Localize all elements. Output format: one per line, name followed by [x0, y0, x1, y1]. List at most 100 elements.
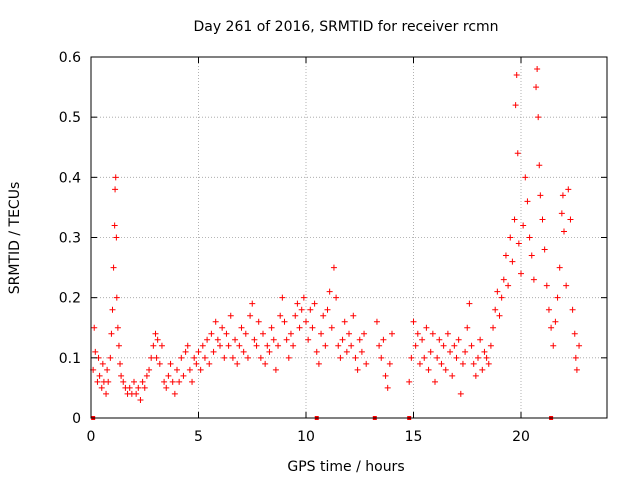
x-tick-label: 5: [194, 429, 203, 445]
data-point: [206, 360, 213, 367]
data-point: [277, 312, 284, 319]
data-point: [236, 342, 243, 349]
y-tick-label: 0: [72, 411, 81, 427]
data-point: [472, 372, 479, 379]
data-point: [537, 192, 544, 199]
data-point: [307, 306, 314, 313]
data-point: [285, 354, 292, 361]
data-point: [479, 366, 486, 373]
data-point: [502, 252, 509, 259]
data-point: [509, 258, 516, 265]
data-point: [567, 216, 574, 223]
data-point: [91, 324, 98, 331]
data-point: [167, 360, 174, 367]
data-point: [444, 330, 451, 337]
x-tick-label: 20: [512, 429, 530, 445]
data-point: [539, 216, 546, 223]
data-point: [247, 312, 254, 319]
data-point: [507, 234, 514, 241]
data-point: [571, 330, 578, 337]
data-point: [161, 378, 168, 385]
data-point: [512, 102, 519, 109]
data-point: [191, 354, 198, 361]
data-point: [223, 330, 230, 337]
data-point: [229, 354, 236, 361]
data-point: [477, 336, 484, 343]
data-point: [320, 312, 327, 319]
data-point: [573, 366, 580, 373]
data-point: [481, 348, 488, 355]
data-point: [141, 384, 148, 391]
data-point: [543, 282, 550, 289]
data-point: [112, 186, 119, 193]
data-point: [462, 348, 469, 355]
data-point: [352, 354, 359, 361]
x-axis-title: GPS time / hours: [287, 459, 404, 475]
data-point: [335, 342, 342, 349]
data-point: [113, 294, 120, 301]
data-point: [120, 378, 127, 385]
data-point: [350, 312, 357, 319]
grid-lines: [91, 57, 607, 418]
data-point: [361, 330, 368, 337]
data-point: [535, 114, 542, 121]
data-point: [264, 342, 271, 349]
x-axis-ticks: 0 5 10 15 20: [87, 57, 530, 445]
data-point: [408, 354, 415, 361]
data-point: [114, 324, 121, 331]
data-point: [328, 324, 335, 331]
data-point: [438, 360, 445, 367]
data-point: [558, 210, 565, 217]
data-point: [419, 336, 426, 343]
data-point: [425, 366, 432, 373]
y-tick-label: 0.5: [59, 110, 81, 126]
data-point: [569, 306, 576, 313]
data-point: [189, 378, 196, 385]
data-point: [505, 282, 512, 289]
data-point: [195, 348, 202, 355]
data-point: [244, 354, 251, 361]
data-point: [442, 366, 449, 373]
data-point: [451, 342, 458, 349]
data-point: [559, 192, 566, 199]
data-point: [427, 348, 434, 355]
data-point: [268, 324, 275, 331]
data-point: [92, 348, 99, 355]
data-points: [90, 66, 583, 403]
data-point: [514, 150, 521, 157]
data-point: [238, 324, 245, 331]
data-point: [416, 360, 423, 367]
data-point: [373, 318, 380, 325]
data-point: [378, 354, 385, 361]
data-point: [315, 360, 322, 367]
data-point: [386, 360, 393, 367]
data-point: [534, 66, 541, 73]
y-tick-label: 0.1: [59, 351, 81, 367]
data-point: [169, 378, 176, 385]
data-point: [346, 330, 352, 337]
data-point: [186, 366, 193, 373]
data-point: [309, 324, 316, 331]
x-tick-label: 0: [87, 429, 96, 445]
data-point: [498, 294, 505, 301]
data-point: [199, 342, 206, 349]
data-point: [294, 300, 301, 307]
data-point: [135, 384, 142, 391]
data-point: [117, 360, 124, 367]
data-point: [485, 360, 492, 367]
data-point: [260, 330, 266, 337]
data-point: [524, 198, 531, 205]
data-point: [115, 342, 122, 349]
data-point: [139, 378, 146, 385]
data-point: [131, 378, 137, 385]
data-point: [103, 390, 110, 397]
data-point: [561, 228, 567, 235]
data-point: [298, 306, 305, 313]
data-point: [447, 348, 454, 355]
y-axis-ticks: 0 0.1 0.2 0.3 0.4 0.5 0.6: [59, 50, 607, 427]
data-point: [449, 372, 456, 379]
data-point: [354, 366, 361, 373]
y-tick-label: 0.2: [59, 291, 81, 307]
data-point: [436, 336, 443, 343]
data-point: [459, 360, 466, 367]
